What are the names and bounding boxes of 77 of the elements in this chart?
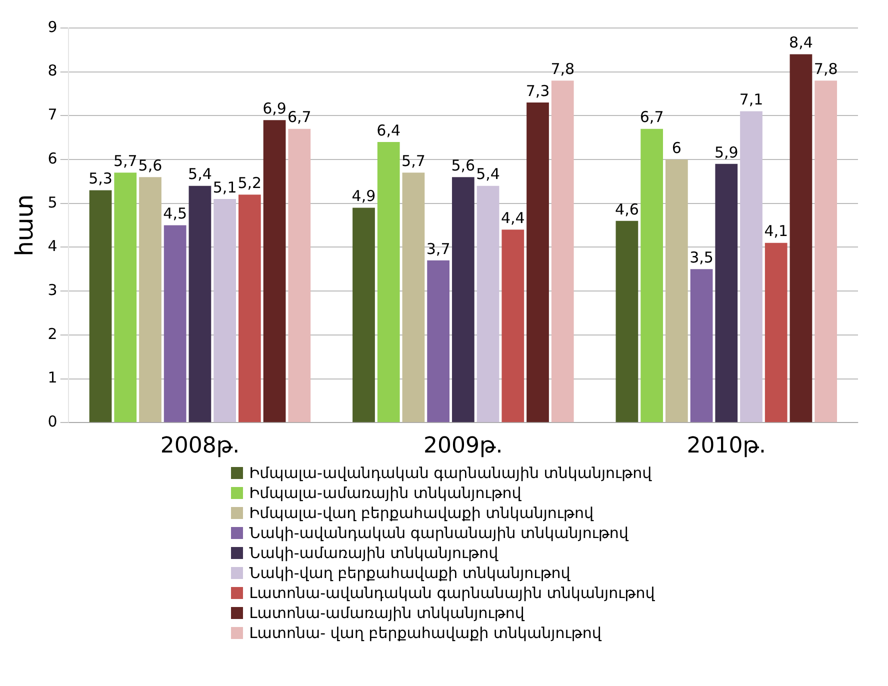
bar xyxy=(139,177,162,422)
bar xyxy=(238,194,261,422)
bar xyxy=(502,230,524,422)
data-label: 5,9 xyxy=(714,143,738,162)
x-tick-label: 2009թ. xyxy=(424,434,503,459)
y-tick-label: 9 xyxy=(48,18,58,36)
legend-label: Լատոնա-ամառային տնկանյութով xyxy=(249,603,524,623)
data-label: 5,6 xyxy=(451,156,476,174)
data-label: 5,7 xyxy=(402,152,426,170)
y-tick-label: 5 xyxy=(48,193,58,212)
data-label: 3,7 xyxy=(426,240,450,258)
y-tick-label: 3 xyxy=(48,280,58,299)
bar xyxy=(288,128,311,422)
legend-label: Իմպալա-ավանդական գարնանային տնկանյութով xyxy=(249,463,652,483)
data-label: 5,1 xyxy=(212,178,237,196)
x-tick-label: 2010թ. xyxy=(686,434,766,459)
data-label: 6,4 xyxy=(376,121,401,140)
x-tick-label: 2008թ. xyxy=(160,434,240,459)
data-label: 7,3 xyxy=(526,82,550,100)
data-label: 6,7 xyxy=(287,108,312,126)
y-tick-label: 6 xyxy=(48,149,58,168)
y-axis-title: հատ xyxy=(10,194,39,256)
data-label: 7,1 xyxy=(739,90,764,109)
bar xyxy=(690,269,713,422)
bar xyxy=(402,172,425,422)
data-label: 5,3 xyxy=(88,170,112,188)
data-label: 3,5 xyxy=(690,248,714,267)
bar xyxy=(715,164,738,422)
bar xyxy=(427,260,450,422)
bar xyxy=(452,177,474,422)
bar xyxy=(214,198,236,422)
bar xyxy=(263,120,286,422)
legend-label: Լատոնա- վաղ բերքահավաքի տնկանյութով xyxy=(249,623,602,643)
data-label: 7,8 xyxy=(550,60,575,78)
bar xyxy=(640,128,663,422)
bar xyxy=(551,80,574,422)
data-label: 4,5 xyxy=(163,204,188,223)
legend-label: Նակի-ավանդական գարնանային տնկանյութով xyxy=(249,523,628,543)
bar xyxy=(740,111,762,422)
y-tick-label: 0 xyxy=(48,412,58,430)
data-label: 4,6 xyxy=(615,200,639,218)
y-tick-label: 2 xyxy=(48,324,58,343)
legend-label: Նակի-վաղ բերքահավաքի տնկանյութով xyxy=(249,563,570,583)
data-label: 6 xyxy=(672,138,682,157)
bar xyxy=(814,80,838,422)
data-label: 7,8 xyxy=(814,60,838,78)
bar xyxy=(764,242,788,422)
y-tick-label: 8 xyxy=(48,62,58,80)
bar xyxy=(790,54,812,422)
bar xyxy=(188,186,212,422)
bar xyxy=(616,220,638,422)
data-label: 5,4 xyxy=(476,165,500,184)
bar xyxy=(665,160,688,422)
bar xyxy=(89,190,112,422)
y-tick-label: 4 xyxy=(48,237,58,256)
bar xyxy=(352,208,375,422)
legend-label: Իմպալա-ամառային տնկանյութով xyxy=(249,483,522,503)
data-label: 4,1 xyxy=(764,222,788,240)
y-tick-label: 7 xyxy=(48,106,58,124)
bar xyxy=(164,225,186,422)
data-label: 5,6 xyxy=(138,156,162,174)
data-label: 5,2 xyxy=(238,174,262,192)
data-label: 4,9 xyxy=(352,187,376,206)
bar xyxy=(526,102,549,422)
data-label: 5,7 xyxy=(113,152,138,170)
y-tick-label: 1 xyxy=(48,368,58,387)
data-label: 8,4 xyxy=(789,34,813,52)
bar xyxy=(476,186,500,422)
data-label: 6,7 xyxy=(640,108,664,126)
legend-label: Նակի-ամառային տնկանյութով xyxy=(249,543,498,563)
data-label: 4,4 xyxy=(500,209,525,228)
data-label: 6,9 xyxy=(262,99,286,118)
legend-label: Լատոնա-ավանդական գարնանային տնկանյութով xyxy=(249,583,655,603)
bar xyxy=(377,142,400,422)
bar xyxy=(114,172,137,422)
data-label: 5,4 xyxy=(188,165,212,184)
legend-label: Իմպալա-վաղ բերքահավաքի տնկանյութով xyxy=(249,503,594,523)
